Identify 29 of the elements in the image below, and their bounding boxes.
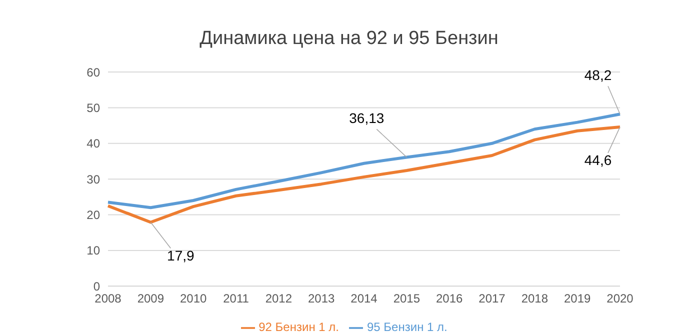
x-tick-label: 2011 bbox=[223, 292, 250, 306]
y-tick-label: 40 bbox=[86, 136, 100, 151]
y-tick-label: 10 bbox=[86, 244, 100, 258]
y-tick-label: 20 bbox=[86, 208, 100, 222]
line-series bbox=[106, 125, 622, 224]
y-tick-label: 50 bbox=[86, 100, 100, 115]
data-label: 48,2 bbox=[584, 67, 612, 84]
data-label: 44,6 bbox=[584, 152, 612, 168]
y-tick-label: 30 bbox=[86, 172, 100, 186]
x-tick-label: 2016 bbox=[436, 292, 464, 306]
x-tick-label: 2012 bbox=[265, 292, 292, 306]
x-tick-label: 2015 bbox=[393, 292, 420, 306]
chart-title: Динамика цена на 92 и 95 Бензин bbox=[198, 27, 500, 51]
x-tick-label: 2009 bbox=[137, 292, 164, 306]
data-label: 17,9 bbox=[167, 247, 195, 264]
x-tick-label: 2017 bbox=[478, 292, 506, 306]
x-tick-label: 2008 bbox=[94, 292, 122, 306]
x-tick-label: 2013 bbox=[308, 292, 336, 306]
legend-label: 92 Бензин 1 л. bbox=[258, 320, 339, 334]
legend-label: 95 Бензин 1 л. bbox=[367, 320, 448, 334]
line-series bbox=[106, 112, 622, 210]
data-label: 36,13 bbox=[349, 110, 384, 126]
x-tick-label: 2019 bbox=[564, 292, 592, 306]
y-tick-label: 60 bbox=[86, 65, 100, 80]
x-tick-label: 2010 bbox=[180, 292, 208, 306]
x-tick-label: 2014 bbox=[350, 292, 378, 306]
x-tick-label: 2020 bbox=[606, 292, 634, 306]
y-tick-label: 0 bbox=[93, 279, 100, 294]
x-tick-label: 2018 bbox=[521, 292, 548, 306]
